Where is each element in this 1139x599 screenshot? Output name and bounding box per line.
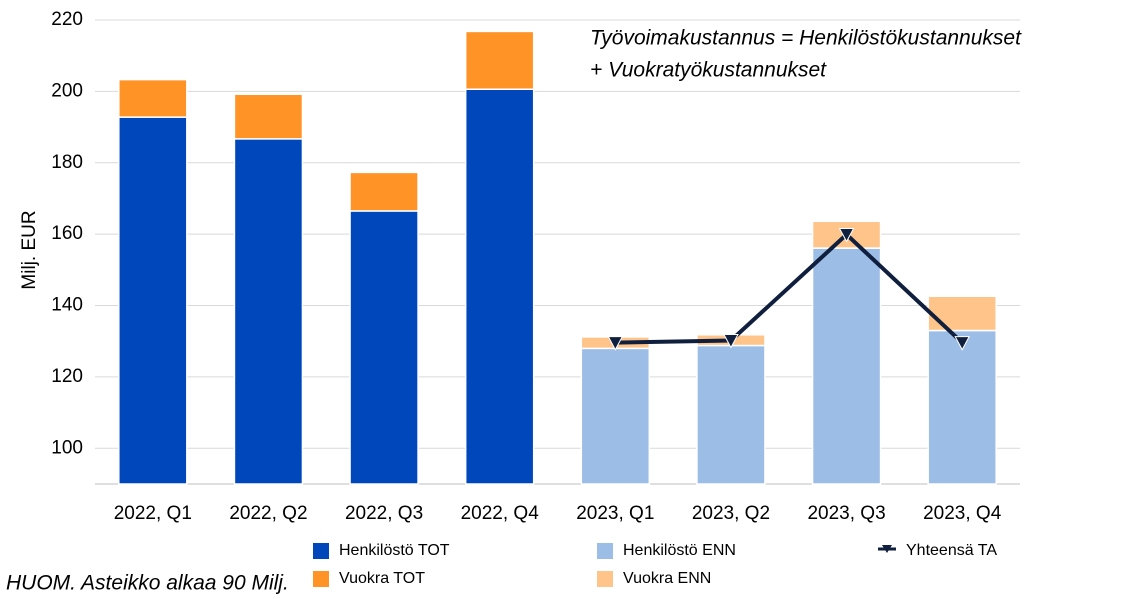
y-tick-label: 160 — [51, 223, 83, 244]
annotation: + Vuokratyökustannukset — [590, 59, 827, 82]
line-marker — [723, 334, 739, 349]
legend-label: Yhteensä TA — [906, 542, 997, 559]
line-marker — [607, 336, 624, 351]
bar-segment — [811, 247, 882, 485]
y-tick-label: 140 — [51, 295, 83, 316]
x-tick-label: 2022, Q4 — [461, 503, 540, 524]
legend-label: Vuokra ENN — [623, 570, 711, 587]
legend-swatch — [597, 543, 613, 559]
bar-segment — [927, 295, 997, 332]
legend-label: Vuokra TOT — [339, 570, 425, 587]
bar-segment — [118, 116, 188, 485]
line — [615, 231, 964, 345]
bar-segment — [349, 171, 419, 212]
annotation: Työvoimakustannus = Henkilöstökustannuks… — [590, 27, 1022, 50]
x-tick-label: 2022, Q3 — [345, 503, 423, 524]
bar-segment — [118, 78, 188, 118]
bar-segment — [233, 138, 304, 485]
y-tick-label: 220 — [51, 9, 83, 30]
legend-label: Henkilöstö ENN — [623, 542, 736, 559]
y-tick-label: 180 — [51, 152, 83, 173]
x-tick-label: 2023, Q2 — [692, 503, 770, 524]
line-marker — [838, 228, 855, 243]
legend-swatch — [882, 545, 892, 553]
legend-swatch — [313, 571, 329, 587]
bar-segment — [927, 329, 997, 485]
legend-swatch — [313, 543, 329, 559]
x-tick-label: 2023, Q1 — [576, 503, 654, 524]
bar-segment — [349, 210, 419, 485]
x-tick-label: 2022, Q2 — [229, 503, 307, 524]
legend-swatch — [597, 571, 613, 587]
bar-segment — [233, 93, 304, 140]
y-tick-label: 120 — [51, 366, 83, 387]
x-tick-label: 2023, Q3 — [807, 503, 885, 524]
y-tick-label: 100 — [51, 437, 83, 458]
line-marker — [954, 336, 971, 351]
bar-segment — [696, 344, 766, 485]
footnote: HUOM. Asteikko alkaa 90 Milj. — [6, 572, 289, 594]
y-tick-label: 200 — [51, 80, 83, 101]
legend-label: Henkilöstö TOT — [339, 542, 450, 559]
bar-segment — [464, 30, 535, 90]
bar-segment — [464, 88, 535, 485]
bar-segment — [580, 347, 651, 485]
y-axis-label: Milj. EUR — [19, 210, 40, 289]
x-tick-label: 2022, Q1 — [114, 503, 192, 524]
x-tick-label: 2023, Q4 — [923, 503, 1002, 524]
